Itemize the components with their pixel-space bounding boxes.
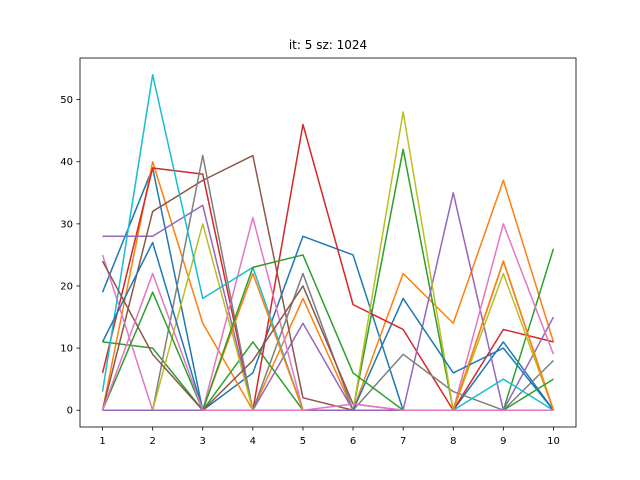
series-line-1 xyxy=(101,167,555,411)
x-tick-label: 1 xyxy=(99,436,105,447)
x-tick-label: 6 xyxy=(350,436,356,447)
x-tick-label: 4 xyxy=(250,436,256,447)
x-tick-label: 7 xyxy=(400,436,406,447)
series-line-2 xyxy=(101,160,555,411)
y-tick-label: 10 xyxy=(60,344,73,355)
y-tick-label: 0 xyxy=(67,406,73,417)
x-tick-label: 8 xyxy=(450,436,456,447)
series-layer xyxy=(101,74,555,411)
tick-layer: 1 2 3 4 5 6 7 8 9 10 0 10 20 30 40 50 xyxy=(60,95,560,447)
y-tick-label: 30 xyxy=(60,219,73,230)
x-tick-label: 3 xyxy=(200,436,206,447)
series-line-5 xyxy=(102,192,555,411)
series-line-17 xyxy=(101,272,554,411)
series-line-8 xyxy=(102,154,554,411)
y-tick-label: 50 xyxy=(60,95,73,106)
x-tick-label: 5 xyxy=(300,436,306,447)
x-tick-label: 2 xyxy=(149,436,155,447)
chart-title: it: 5 sz: 1024 xyxy=(289,38,367,52)
series-line-4 xyxy=(101,123,554,411)
plot-frame xyxy=(79,57,577,428)
y-tick-label: 20 xyxy=(60,281,73,292)
y-tick-label: 40 xyxy=(60,157,73,168)
x-tick-label: 9 xyxy=(500,436,506,447)
x-tick-label: 10 xyxy=(547,436,560,447)
